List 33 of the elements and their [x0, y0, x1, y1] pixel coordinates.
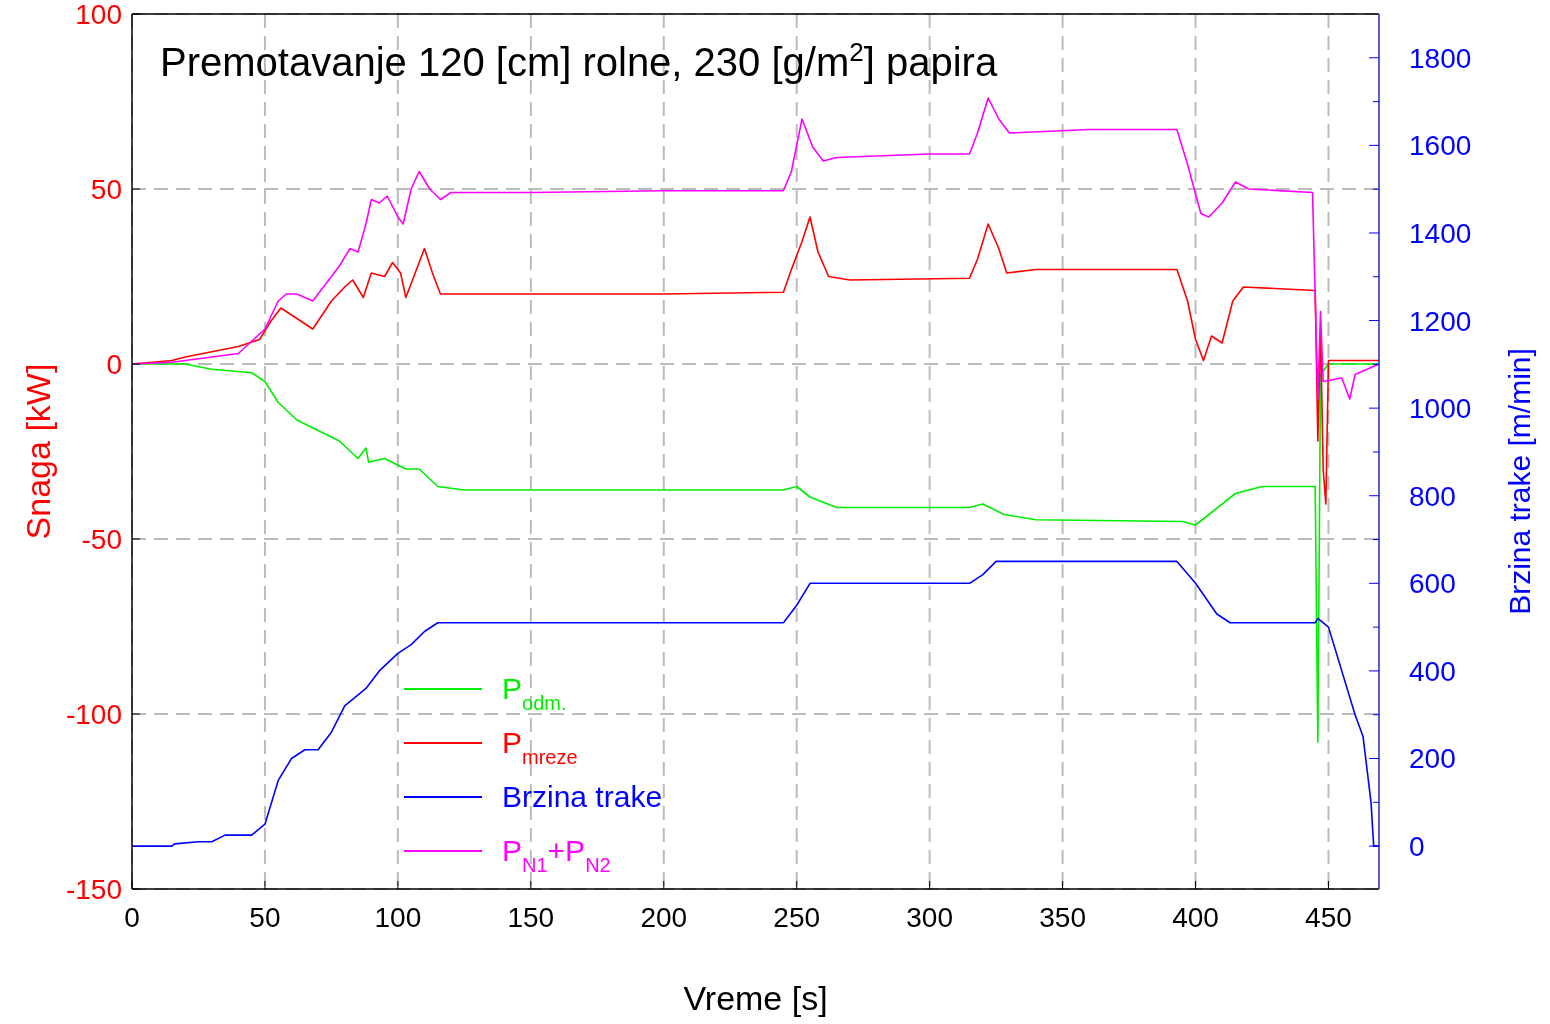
x-tick-label: 300: [906, 902, 954, 933]
y-tick-label: 50: [90, 174, 122, 205]
y2-axis-title: Brzina trake [m/min]: [1503, 348, 1536, 615]
x-tick-label: 450: [1305, 902, 1352, 933]
y2-tick-label: 200: [1409, 743, 1456, 775]
legend-label: P$_{N1}$+P$_{N2}$: [502, 834, 611, 876]
y2-tick-label: 800: [1409, 480, 1456, 512]
y2-tick-label: 1600: [1409, 130, 1472, 162]
x-tick-label: 150: [507, 902, 555, 933]
y-tick-label: 100: [75, 0, 122, 30]
y-tick-label: -50: [81, 524, 122, 555]
legend-label: Brzina trake: [502, 780, 663, 813]
y2-tick-label: 400: [1409, 655, 1456, 687]
legend-label: P$_{odm.}$: [502, 672, 567, 714]
y-tick-label: -100: [65, 699, 122, 730]
x-tick-label: 50: [249, 902, 281, 933]
y-axis-title: Snaga [kW]: [19, 363, 57, 540]
y2-tick-label: 1800: [1409, 42, 1472, 74]
y2-tick-label: 1000: [1409, 393, 1472, 425]
y2-tick-label: 0: [1409, 831, 1425, 863]
y2-tick-label: 1400: [1409, 217, 1472, 249]
y2-tick-label: 1200: [1409, 305, 1472, 337]
x-axis-title: Vreme [s]: [683, 979, 828, 1017]
y-tick-label: 0: [106, 349, 122, 380]
x-tick-label: 400: [1172, 902, 1219, 933]
legend-label: P$_{mreze}$: [502, 726, 578, 768]
y2-tick-label: 600: [1409, 568, 1456, 600]
x-tick-label: 200: [640, 902, 688, 933]
x-tick-label: 250: [773, 902, 821, 933]
text: Premotavanje 120 [cm] rolne, 230 [g/m$^{2}$] papira: [160, 37, 998, 84]
x-tick-label: 100: [374, 902, 422, 933]
x-tick-label: 350: [1039, 902, 1086, 933]
y-tick-label: -150: [65, 874, 122, 905]
